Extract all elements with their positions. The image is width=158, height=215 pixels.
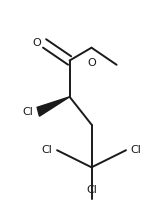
Polygon shape	[37, 97, 70, 116]
Text: Cl: Cl	[42, 145, 52, 155]
Text: O: O	[87, 58, 96, 68]
Text: Cl: Cl	[23, 107, 34, 117]
Text: O: O	[33, 38, 41, 48]
Text: Cl: Cl	[131, 145, 142, 155]
Text: Cl: Cl	[86, 185, 97, 195]
